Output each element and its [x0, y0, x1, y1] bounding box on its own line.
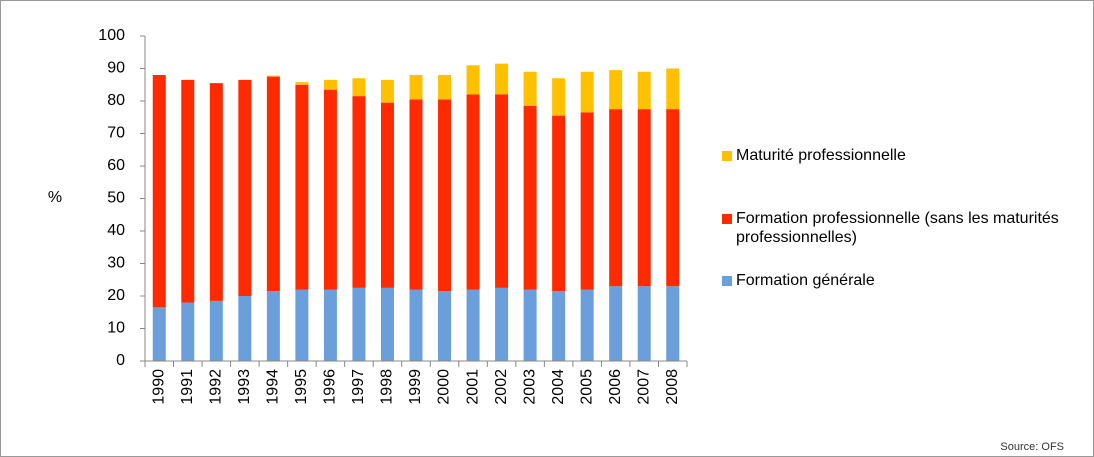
y-tick-label: 10 — [107, 320, 125, 337]
bar-segment — [466, 65, 480, 95]
bar-segment — [295, 84, 309, 290]
y-tick-label: 40 — [107, 222, 125, 239]
x-tick-label: 1999 — [407, 369, 424, 405]
y-tick-label: 80 — [107, 92, 125, 109]
bar-segment — [181, 79, 195, 303]
bar-segment — [266, 76, 280, 292]
x-tick-label: 1990 — [150, 369, 167, 405]
bar-segment — [609, 286, 623, 361]
x-tick-label: 1993 — [236, 369, 253, 405]
legend-swatch — [722, 276, 732, 286]
bar-segment — [380, 287, 394, 361]
x-tick-label: 2000 — [436, 369, 453, 405]
bar-segment — [409, 99, 423, 290]
y-tick-label: 90 — [107, 60, 125, 77]
legend-swatch — [722, 214, 732, 224]
bar-segment — [323, 79, 337, 90]
x-tick-label: 1997 — [350, 369, 367, 405]
bar-segment — [266, 291, 280, 361]
legend-item: Formation professionnelle (sans les matu… — [722, 209, 1072, 247]
bar-segment — [580, 112, 594, 290]
y-tick-label: 70 — [107, 125, 125, 142]
bar-segment — [295, 289, 309, 361]
x-tick-label: 1994 — [265, 369, 282, 405]
bar-segment — [495, 94, 509, 288]
y-tick-label: 100 — [98, 27, 125, 44]
bar-segment — [238, 296, 252, 361]
bar-segment — [380, 102, 394, 288]
bar-segment — [666, 109, 680, 287]
bar-segment — [352, 287, 366, 361]
bar-segment — [380, 79, 394, 103]
y-tick-label: 0 — [116, 352, 125, 369]
bar-segment — [295, 82, 309, 85]
legend-label: Maturité professionnelle — [736, 147, 906, 164]
bar-segment — [495, 63, 509, 95]
bar-segment — [209, 300, 223, 361]
bar-segment — [409, 75, 423, 100]
y-tick-label: 50 — [107, 190, 125, 207]
x-tick-label: 2007 — [635, 369, 652, 405]
bar-segment — [609, 109, 623, 287]
bar-segment — [152, 307, 166, 361]
source-note: Source: OFS — [1000, 441, 1064, 453]
bar-segment — [637, 71, 651, 110]
bar-segment — [637, 109, 651, 287]
legend-label: Formation professionnelle (sans les matu… — [736, 210, 1059, 246]
x-tick-label: 2004 — [550, 369, 567, 405]
bar-segment — [523, 289, 537, 361]
bar-segment — [637, 286, 651, 361]
bar-segment — [466, 94, 480, 290]
bar-segment — [666, 286, 680, 361]
bar-segment — [238, 79, 252, 296]
x-tick-label: 2003 — [521, 369, 538, 405]
bar-segment — [152, 75, 166, 308]
legend-item: Maturité professionnelle — [722, 146, 906, 165]
bar-segment — [552, 115, 566, 292]
x-tick-label: 2006 — [607, 369, 624, 405]
bar-segment — [438, 75, 452, 100]
bar-segment — [523, 105, 537, 290]
x-tick-label: 1998 — [379, 369, 396, 405]
bar-segment — [323, 89, 337, 290]
bar-segment — [352, 78, 366, 97]
bar-segment — [438, 291, 452, 361]
legend-swatch — [722, 151, 732, 161]
bar-segment — [266, 75, 280, 77]
x-tick-label: 2008 — [664, 369, 681, 405]
bar-segment — [495, 287, 509, 361]
legend-label: Formation générale — [736, 272, 875, 289]
bar-segment — [209, 83, 223, 301]
x-tick-label: 1991 — [179, 369, 196, 405]
bar-segment — [409, 289, 423, 361]
y-tick-label: 30 — [107, 255, 125, 272]
x-tick-label: 2005 — [578, 369, 595, 405]
x-tick-label: 1996 — [322, 369, 339, 405]
x-tick-label: 1995 — [293, 369, 310, 405]
bar-segment — [438, 99, 452, 292]
bar-segment — [181, 302, 195, 361]
bar-segment — [580, 71, 594, 113]
bar-segment — [666, 68, 680, 110]
bar-segment — [552, 78, 566, 116]
x-tick-label: 2001 — [464, 369, 481, 405]
bar-segment — [609, 70, 623, 110]
bar-segment — [523, 71, 537, 106]
y-tick-label: 20 — [107, 287, 125, 304]
bar-segment — [352, 96, 366, 288]
y-tick-label: 60 — [107, 157, 125, 174]
y-axis-label: % — [48, 189, 62, 206]
x-tick-label: 1992 — [208, 369, 225, 405]
bar-segment — [580, 289, 594, 361]
bar-segment — [323, 289, 337, 361]
bar-segment — [466, 289, 480, 361]
legend-item: Formation générale — [722, 271, 875, 290]
x-tick-label: 2002 — [493, 369, 510, 405]
bar-segment — [552, 291, 566, 361]
